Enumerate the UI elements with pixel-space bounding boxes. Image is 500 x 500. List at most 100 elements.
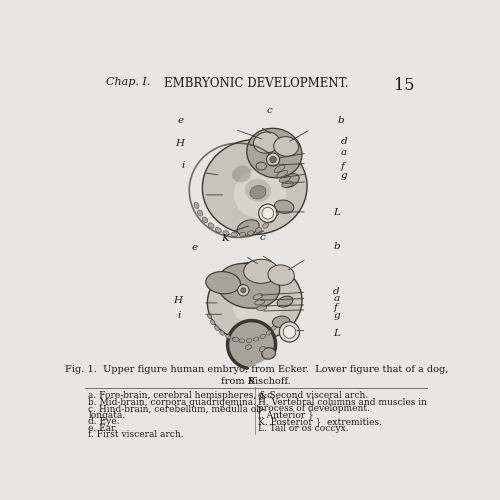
- Text: i: i: [178, 311, 181, 320]
- Text: b. Mid-brain, corpora quadrigemina.: b. Mid-brain, corpora quadrigemina.: [88, 398, 256, 406]
- Ellipse shape: [208, 313, 212, 318]
- Ellipse shape: [277, 296, 293, 307]
- Text: a. Fore-brain, cerebral hemispheres, &c.: a. Fore-brain, cerebral hemispheres, &c.: [88, 391, 276, 400]
- Text: L: L: [333, 208, 340, 217]
- Text: g: g: [341, 171, 347, 180]
- Text: d: d: [333, 286, 340, 296]
- Text: 15: 15: [394, 77, 414, 94]
- Text: EMBRYONIC DEVELOPMENT.: EMBRYONIC DEVELOPMENT.: [164, 77, 348, 90]
- Ellipse shape: [282, 174, 299, 188]
- Ellipse shape: [231, 232, 237, 237]
- Text: c: c: [266, 106, 272, 116]
- Ellipse shape: [202, 140, 307, 234]
- Text: e: e: [192, 242, 198, 252]
- Ellipse shape: [250, 186, 266, 199]
- Circle shape: [258, 204, 277, 223]
- Text: H: H: [176, 138, 184, 147]
- Circle shape: [266, 153, 280, 166]
- Ellipse shape: [244, 260, 278, 283]
- Ellipse shape: [272, 325, 276, 330]
- Ellipse shape: [240, 232, 246, 237]
- Ellipse shape: [232, 284, 283, 326]
- Ellipse shape: [232, 338, 237, 342]
- Ellipse shape: [256, 306, 266, 310]
- Text: b: b: [337, 116, 344, 124]
- Text: K. Posterior }  extremities.: K. Posterior } extremities.: [258, 418, 382, 426]
- Text: b: b: [333, 242, 340, 251]
- Ellipse shape: [214, 326, 220, 330]
- Polygon shape: [228, 320, 276, 368]
- Circle shape: [241, 288, 246, 293]
- Text: f. First visceral arch.: f. First visceral arch.: [88, 430, 184, 440]
- Ellipse shape: [254, 337, 259, 341]
- Text: Chap. I.: Chap. I.: [106, 77, 150, 87]
- Text: d. Eye.: d. Eye.: [88, 418, 120, 426]
- Text: i. Anterior }: i. Anterior }: [258, 410, 314, 420]
- Ellipse shape: [234, 169, 286, 218]
- Text: e: e: [178, 116, 184, 124]
- Ellipse shape: [268, 265, 294, 285]
- Ellipse shape: [274, 210, 279, 216]
- Text: d: d: [341, 137, 347, 146]
- Ellipse shape: [262, 223, 268, 228]
- Text: i: i: [182, 161, 184, 170]
- Text: e. Ear.: e. Ear.: [88, 424, 118, 433]
- Circle shape: [262, 208, 274, 219]
- Ellipse shape: [217, 264, 280, 308]
- Text: g. Second visceral arch.: g. Second visceral arch.: [258, 391, 368, 400]
- Ellipse shape: [279, 176, 290, 182]
- Ellipse shape: [202, 217, 208, 222]
- Text: a: a: [341, 148, 347, 157]
- Ellipse shape: [198, 210, 202, 216]
- Ellipse shape: [256, 162, 266, 170]
- Ellipse shape: [245, 179, 271, 202]
- Ellipse shape: [232, 338, 239, 342]
- Ellipse shape: [232, 166, 252, 182]
- Circle shape: [283, 326, 296, 338]
- Ellipse shape: [226, 334, 231, 339]
- Ellipse shape: [260, 334, 266, 338]
- Text: K: K: [222, 234, 230, 243]
- Ellipse shape: [194, 202, 199, 208]
- Ellipse shape: [272, 316, 290, 328]
- Text: L: L: [333, 329, 340, 338]
- Ellipse shape: [274, 136, 298, 156]
- Text: g: g: [333, 311, 340, 320]
- Text: K: K: [247, 377, 254, 386]
- Ellipse shape: [246, 338, 252, 342]
- Ellipse shape: [262, 348, 276, 359]
- Text: c. Hind-brain, cerebellum, medulla ob-: c. Hind-brain, cerebellum, medulla ob-: [88, 404, 266, 413]
- Circle shape: [280, 322, 299, 342]
- Ellipse shape: [276, 319, 280, 324]
- Ellipse shape: [208, 223, 214, 228]
- Ellipse shape: [206, 272, 240, 294]
- Text: L. Tail or os coccyx.: L. Tail or os coccyx.: [258, 424, 348, 433]
- Ellipse shape: [255, 300, 264, 305]
- Ellipse shape: [220, 330, 224, 335]
- Ellipse shape: [239, 338, 245, 342]
- Ellipse shape: [231, 290, 253, 308]
- Ellipse shape: [282, 182, 293, 188]
- Ellipse shape: [246, 128, 302, 178]
- Ellipse shape: [237, 220, 259, 236]
- Ellipse shape: [256, 228, 262, 232]
- Ellipse shape: [274, 200, 294, 213]
- Text: H: H: [174, 296, 182, 304]
- Circle shape: [238, 284, 249, 296]
- Ellipse shape: [269, 217, 274, 222]
- Ellipse shape: [215, 228, 222, 232]
- Ellipse shape: [210, 320, 215, 325]
- Text: f: f: [333, 304, 337, 312]
- Circle shape: [270, 156, 276, 163]
- Text: a: a: [333, 294, 340, 303]
- Text: Fig. 1.  Upper figure human embryo, from Ecker.  Lower figure that of a dog,
fro: Fig. 1. Upper figure human embryo, from …: [64, 365, 448, 386]
- Ellipse shape: [253, 294, 262, 300]
- Ellipse shape: [208, 262, 302, 341]
- Ellipse shape: [246, 344, 252, 350]
- Ellipse shape: [274, 165, 285, 172]
- Ellipse shape: [248, 230, 254, 235]
- Text: c: c: [260, 234, 266, 242]
- Text: process of development.: process of development.: [258, 404, 370, 413]
- Ellipse shape: [276, 170, 287, 177]
- Ellipse shape: [223, 230, 229, 235]
